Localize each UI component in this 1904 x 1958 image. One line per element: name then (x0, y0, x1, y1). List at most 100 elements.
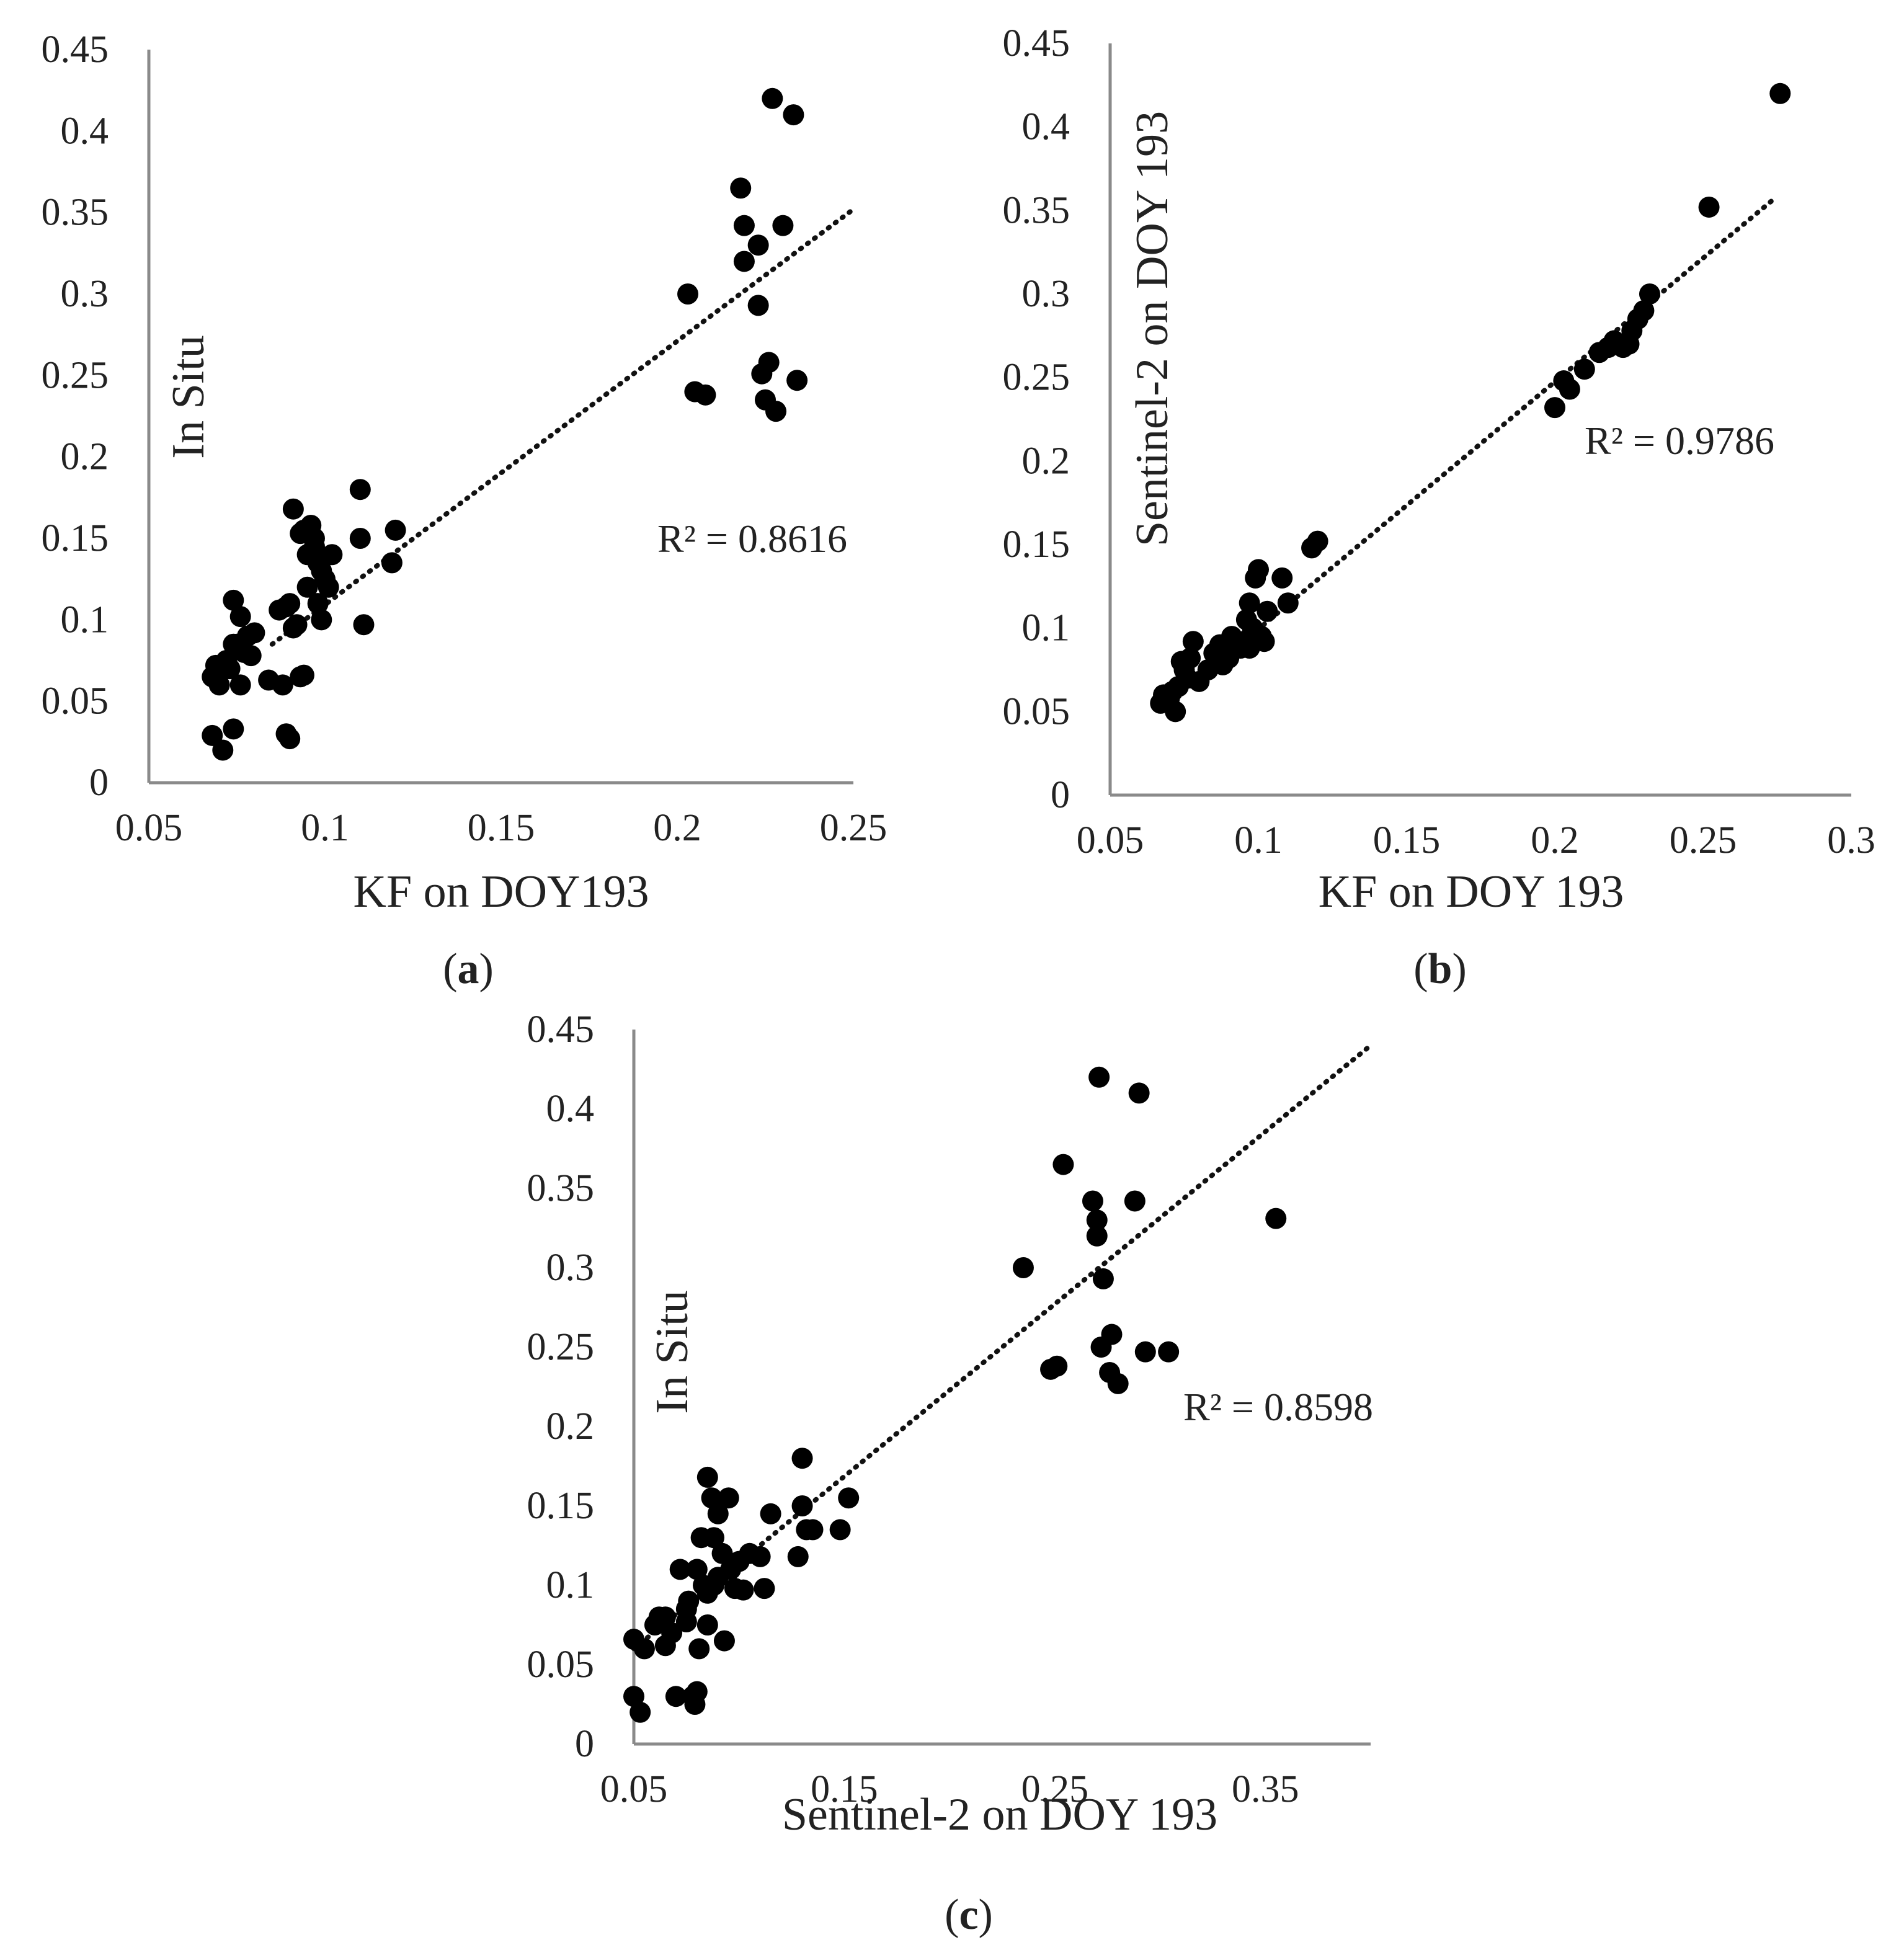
panel-c-x-tick-label: 0.15 (811, 1768, 878, 1810)
panel-b-x-axis-title: KF on DOY 193 (1319, 866, 1624, 917)
panel-c-y-tick-label: 0.15 (527, 1485, 595, 1527)
panel-b-data-point (1182, 631, 1204, 652)
panel-c-points (623, 1066, 1287, 1723)
panel-c-data-point (665, 1686, 687, 1707)
panel-a-trendline (269, 207, 856, 647)
panel-c-data-point (703, 1575, 724, 1596)
panel-a-y-tick-label: 0.05 (42, 680, 109, 723)
panel-b-x-ticks: 0.05 0.1 0.15 0.2 0.25 0.3 (1077, 819, 1875, 861)
panel-a-data-point (293, 664, 314, 686)
panel-c-data-point (791, 1448, 813, 1469)
panel-a-data-point (762, 87, 783, 109)
panel-c-data-point (1086, 1225, 1108, 1247)
panel-c-data-point (1101, 1324, 1123, 1345)
panel-c-x-tick-label: 0.35 (1232, 1768, 1299, 1810)
panel-c-data-point (686, 1559, 708, 1580)
panel-a-points (202, 87, 808, 761)
panel-c-data-point (1124, 1190, 1146, 1212)
panel-c-data-point (1107, 1373, 1129, 1394)
panel-b-points (1150, 82, 1791, 723)
panel-c-data-point (1128, 1082, 1150, 1104)
panel-a-y-tick-label: 0 (89, 762, 109, 804)
panel-c-data-point (829, 1519, 851, 1541)
panel-c-data-point (675, 1611, 697, 1632)
panel-a-data-point (202, 724, 223, 746)
panel-c-data-point (1134, 1341, 1156, 1363)
panel-a-x-tick-label: 0.1 (301, 807, 349, 849)
panel-b-data-point (1573, 358, 1595, 380)
panel-a-y-axis-title: In Situ (163, 335, 214, 458)
panel-b-y-tick-label: 0.2 (1022, 440, 1070, 482)
panel-c-data-point (701, 1487, 723, 1509)
panel-a-data-point (783, 104, 804, 126)
panel-b-y-ticks: 0 0.05 0.1 0.15 0.2 0.25 0.3 0.35 0.4 0.45 (1003, 22, 1070, 816)
panel-a-data-point (318, 576, 339, 598)
panel-a-data-point (733, 251, 755, 272)
panel-c: 00.050.10.150.20.250.30.350.40.45 0.05 0.… (527, 1008, 1373, 1939)
panel-a-data-point (307, 593, 329, 615)
panel-a-x-ticks: 0.05 0.1 0.15 0.2 0.25 (115, 807, 887, 849)
panel-b-data-point (1239, 592, 1260, 614)
panel-b-data-point (1307, 530, 1328, 552)
panel-c-data-point (633, 1638, 655, 1660)
panel-a-y-ticks: 0 0.05 0.1 0.15 0.2 0.25 0.3 0.35 0.4 0.45 (42, 29, 109, 804)
panel-a-y-tick-label: 0.15 (42, 517, 109, 559)
panel-c-data-point (760, 1503, 781, 1524)
panel-c-data-point (791, 1495, 813, 1516)
panel-c-data-point (629, 1701, 651, 1723)
panel-c-data-point (654, 1606, 676, 1628)
panel-c-data-point (732, 1579, 754, 1601)
panel-a-data-point (219, 658, 241, 680)
panel-b-x-tick-label: 0.05 (1077, 819, 1144, 861)
panel-a-data-point (677, 283, 699, 305)
panel-c-caption-letter: c (959, 1891, 978, 1939)
panel-a-data-point (240, 645, 262, 667)
panel-b-data-point (1257, 600, 1278, 622)
panel-a-data-point (296, 544, 318, 566)
panel-a-data-point (765, 401, 787, 422)
panel-a-data-point (730, 177, 752, 199)
panel-b-r2-label: R² = 0.9786 (1585, 419, 1774, 463)
panel-a-x-tick-label: 0.05 (115, 807, 183, 849)
panel-c-data-point (1092, 1268, 1114, 1289)
panel-b-data-point (1769, 82, 1791, 104)
panel-c-data-point (1052, 1154, 1074, 1175)
panel-a-y-tick-label: 0.25 (42, 354, 109, 396)
panel-a-data-point (223, 718, 244, 740)
panel-a-data-point (223, 589, 244, 611)
panel-b-data-point (1248, 559, 1269, 581)
panel-a-data-point (772, 215, 794, 236)
panel-b-y-tick-label: 0 (1051, 774, 1070, 816)
panel-c-data-point (1088, 1066, 1110, 1088)
panel-c-data-point (838, 1487, 860, 1509)
panel-b-y-tick-label: 0.3 (1022, 273, 1070, 315)
panel-a-data-point (223, 633, 244, 655)
panel-a-data-point (212, 739, 234, 761)
panel-c-caption: (c) (945, 1891, 993, 1939)
panel-c-data-point (749, 1546, 771, 1567)
panel-b-x-tick-label: 0.15 (1373, 819, 1441, 861)
panel-c-data-point (1082, 1190, 1103, 1212)
panel-c-y-tick-label: 0.1 (546, 1564, 595, 1606)
panel-a-x-tick-label: 0.15 (468, 807, 535, 849)
panel-b-data-point (1698, 196, 1720, 218)
panel-c-x-tick-label: 0.05 (600, 1768, 668, 1810)
panel-c-data-point (1265, 1208, 1287, 1229)
panel-c-x-axis-title: Sentinel-2 on DOY 193 (782, 1789, 1217, 1840)
panel-c-data-point (713, 1630, 735, 1652)
panel-b-x-tick-label: 0.2 (1531, 819, 1579, 861)
panel-b-caption-letter: b (1428, 945, 1452, 993)
panel-b-x-tick-label: 0.25 (1670, 819, 1737, 861)
panel-a-y-tick-label: 0.1 (61, 599, 109, 641)
panel-c-data-point (686, 1681, 708, 1702)
panel-c-data-point (787, 1546, 809, 1567)
panel-c-data-point (703, 1527, 724, 1549)
panel-a-data-point (282, 498, 304, 520)
panel-b-x-tick-label: 0.1 (1234, 819, 1283, 861)
panel-b-x-tick-label: 0.3 (1827, 819, 1875, 861)
panel-a-data-point (229, 674, 251, 696)
panel-a-x-tick-label: 0.2 (653, 807, 701, 849)
panel-b: 00.050.10.150.20.250.30.350.40.45 0.05 0.… (1003, 22, 1875, 993)
panel-a-data-point (695, 384, 716, 406)
panel-c-data-point (718, 1487, 739, 1509)
